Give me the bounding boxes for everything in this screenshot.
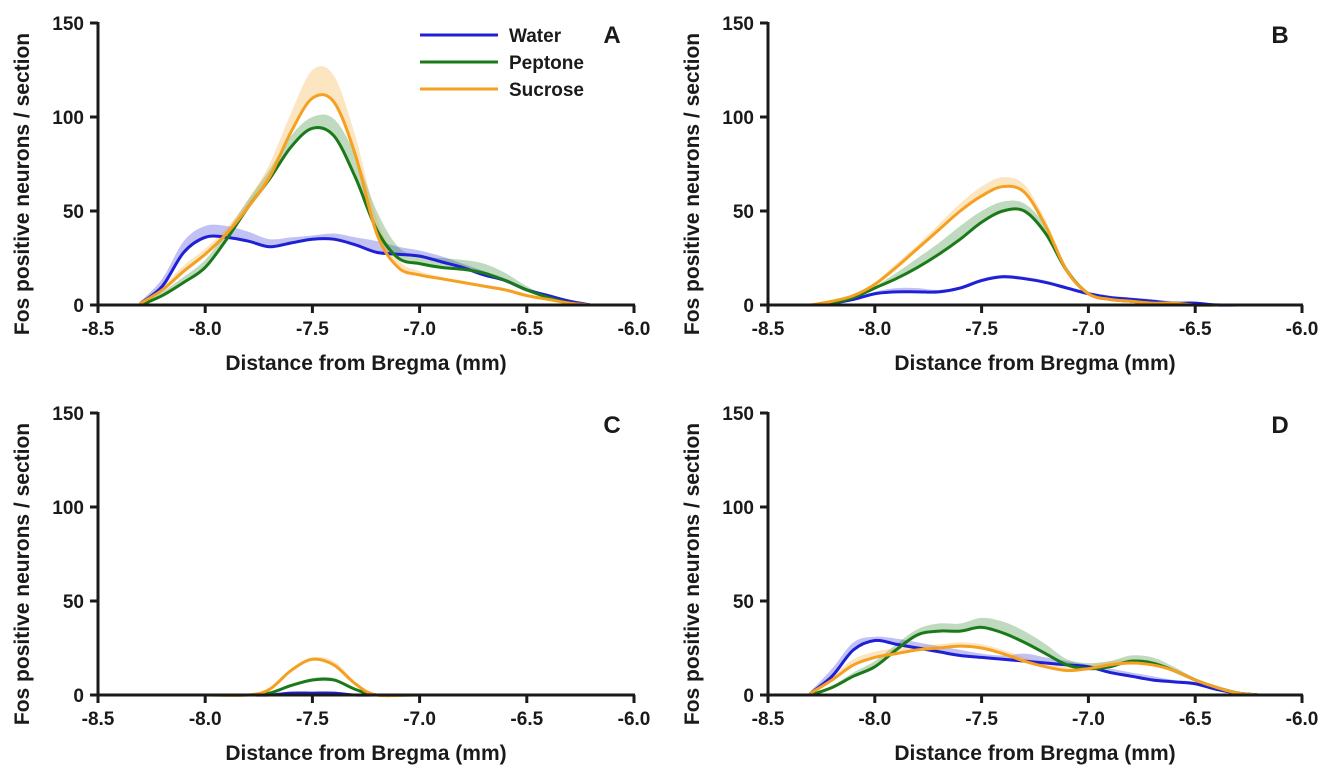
band-peptone-b: [810, 200, 1260, 306]
band-water-a: [140, 224, 592, 305]
x-tick-label: -6.5: [1179, 709, 1212, 730]
x-axis-title: Distance from Bregma (mm): [894, 742, 1175, 765]
x-tick-label: -7.5: [965, 709, 998, 730]
x-tick-label: -8.0: [858, 709, 891, 730]
y-tick-label: 0: [73, 296, 84, 317]
x-axis-title: Distance from Bregma (mm): [894, 352, 1175, 375]
series-line-sucrose-a: [139, 93, 593, 307]
y-axis-title: Fos positive neurons / section: [681, 33, 704, 335]
y-tick-label: 100: [722, 108, 754, 129]
panel-a: 0 50 100 150 -8.5 -8.0 -7.5 -7.0 -6.5 -6.0 Distanc…: [11, 14, 650, 375]
panel-d: 0 50 100 150 -8.5 -8.0 -7.5 -7.0 -6.5 -6.0 Distanc…: [681, 404, 1318, 765]
x-axis-title: Distance from Bregma (mm): [225, 352, 506, 375]
x-tick-label: -8.5: [752, 319, 785, 340]
x-tick-label: -8.5: [82, 709, 115, 730]
x-tick-label: -8.5: [82, 319, 115, 340]
x-tick-label: -6.5: [510, 319, 543, 340]
y-tick-label: 100: [722, 498, 754, 519]
y-tick-label: 150: [722, 404, 754, 425]
y-tick-label: 0: [743, 296, 754, 317]
y-tick-label: 50: [733, 592, 754, 613]
y-axis-title: Fos positive neurons / section: [11, 33, 34, 335]
band-water-b: [810, 274, 1260, 306]
series-line-peptone-b: [809, 207, 1261, 307]
y-axis-title: Fos positive neurons / section: [681, 423, 704, 725]
band-water-d: [810, 636, 1260, 695]
legend-label-peptone: Peptone: [509, 53, 584, 74]
x-tick-label: -7.0: [1072, 319, 1105, 340]
band-sucrose-d: [810, 642, 1260, 695]
band-sucrose-b: [810, 177, 1260, 306]
x-tick-label: -6.5: [510, 709, 543, 730]
legend-label-sucrose: Sucrose: [509, 80, 584, 101]
x-tick-label: -6.0: [618, 709, 651, 730]
panel-letter: B: [1271, 22, 1288, 49]
x-tick-label: -7.0: [403, 709, 436, 730]
x-tick-label: -6.0: [1286, 709, 1319, 730]
y-tick-label: 150: [52, 14, 84, 35]
series-line-peptone-a: [139, 126, 593, 307]
panel-letter: D: [1271, 412, 1288, 439]
x-tick-label: -8.0: [858, 319, 891, 340]
y-tick-label: 100: [52, 498, 84, 519]
panel-letter: A: [603, 22, 620, 49]
x-tick-label: -7.0: [403, 319, 436, 340]
panel-b: 0 50 100 150 -8.5 -8.0 -7.5 -7.0 -6.5 -6.0 Distanc…: [681, 14, 1318, 375]
y-tick-label: 0: [743, 686, 754, 707]
y-tick-label: 150: [722, 14, 754, 35]
x-tick-label: -6.0: [618, 319, 651, 340]
y-axis-title: Fos positive neurons / section: [11, 423, 34, 725]
panel-letter: C: [603, 412, 620, 439]
y-tick-label: 150: [52, 404, 84, 425]
legend-label-water: Water: [509, 26, 562, 47]
x-tick-label: -8.0: [189, 319, 222, 340]
series-line-sucrose-c: [139, 657, 593, 698]
y-tick-label: 50: [733, 202, 754, 223]
x-tick-label: -7.5: [965, 319, 998, 340]
x-tick-label: -7.0: [1072, 709, 1105, 730]
y-tick-label: 100: [52, 108, 84, 129]
band-sucrose-a: [140, 66, 592, 305]
x-tick-label: -8.0: [189, 709, 222, 730]
x-tick-label: -6.5: [1179, 319, 1212, 340]
panel-c: 0 50 100 150 -8.5 -8.0 -7.5 -7.0 -6.5 -6.0 Distanc…: [11, 404, 650, 765]
x-tick-label: -6.0: [1286, 319, 1319, 340]
x-tick-label: -8.5: [752, 709, 785, 730]
y-tick-label: 0: [73, 686, 84, 707]
x-tick-label: -7.5: [296, 709, 329, 730]
x-tick-label: -7.5: [296, 319, 329, 340]
legend: Water Peptone Sucrose: [420, 26, 584, 101]
x-axis-title: Distance from Bregma (mm): [225, 742, 506, 765]
y-tick-label: 50: [63, 202, 84, 223]
y-tick-label: 50: [63, 592, 84, 613]
band-peptone-a: [140, 114, 592, 305]
series-line-sucrose-d: [809, 644, 1261, 697]
series-line-water-d: [809, 638, 1261, 697]
